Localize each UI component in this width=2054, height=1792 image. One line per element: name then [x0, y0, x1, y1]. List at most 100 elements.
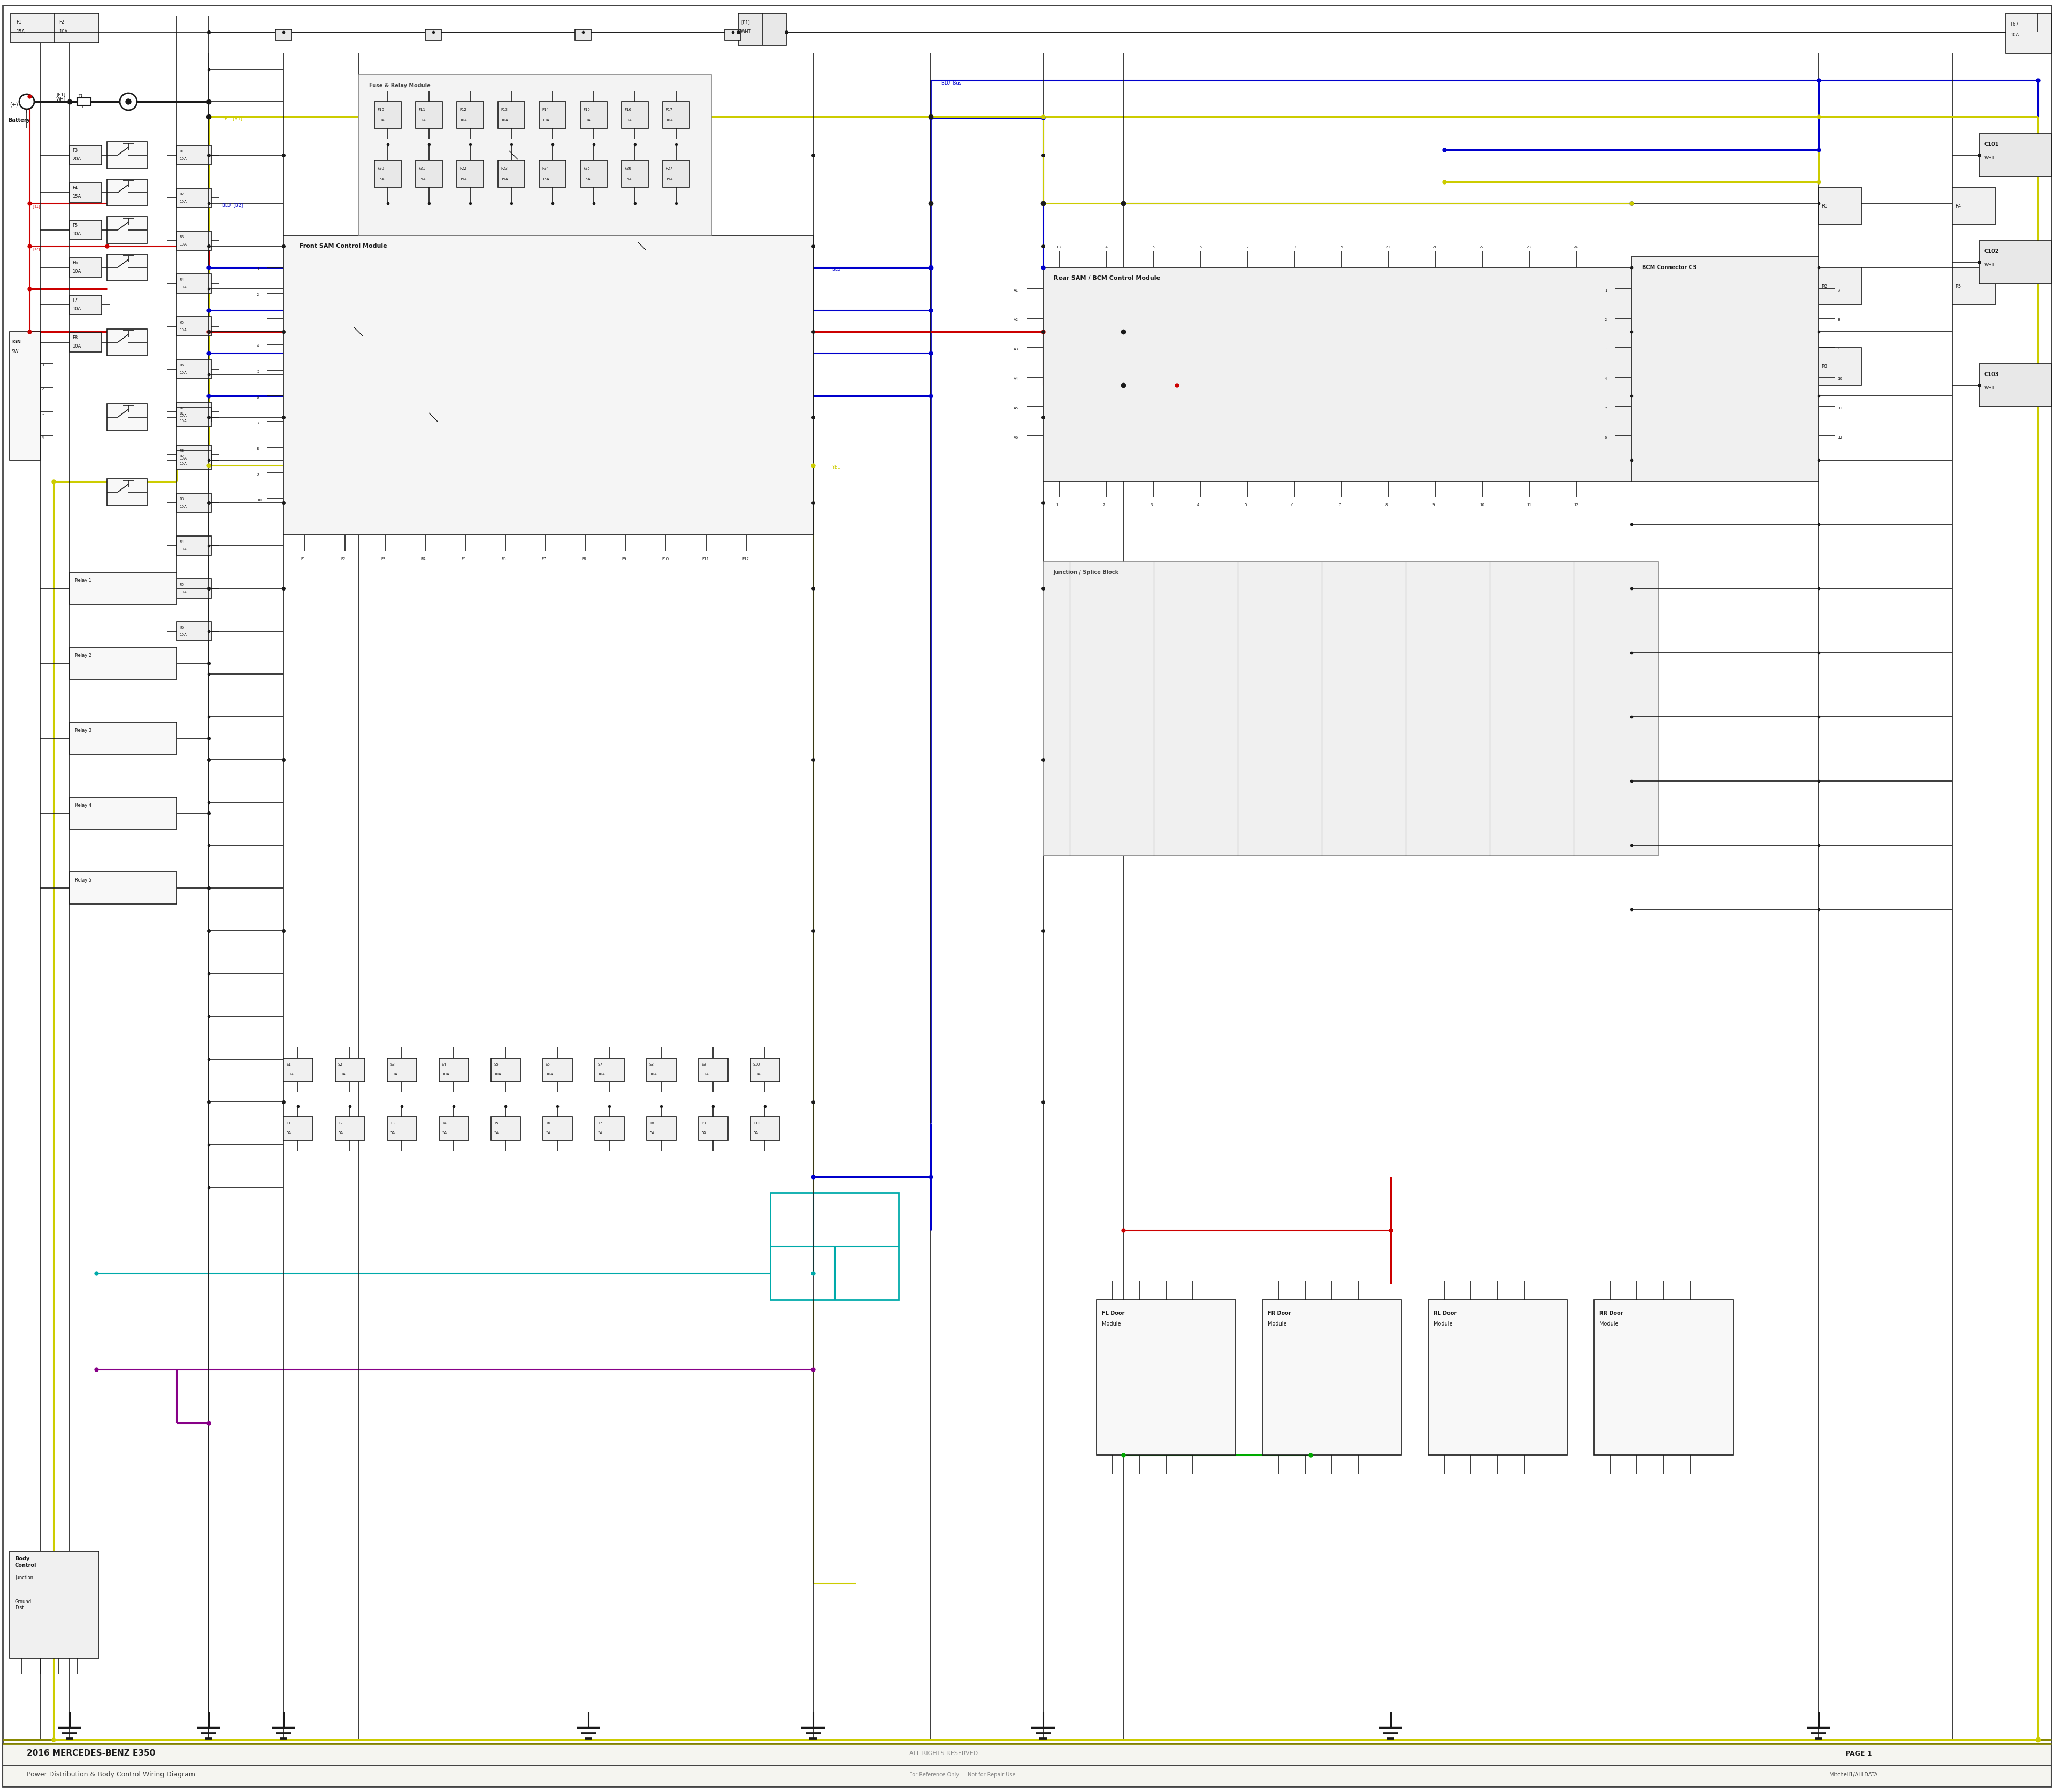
- Bar: [107, 217, 148, 244]
- Text: 10A: 10A: [179, 414, 187, 418]
- Text: R8: R8: [179, 450, 185, 453]
- Text: F11: F11: [419, 108, 425, 111]
- Text: 15A: 15A: [583, 177, 589, 181]
- Text: 10A: 10A: [493, 1073, 501, 1075]
- Text: F3: F3: [72, 149, 78, 154]
- Bar: [177, 401, 212, 421]
- Bar: [1818, 348, 1861, 385]
- Text: 10A: 10A: [179, 158, 187, 161]
- Text: S1: S1: [286, 1063, 292, 1066]
- Text: 2: 2: [257, 294, 259, 296]
- Bar: [374, 102, 401, 129]
- Text: 12: 12: [1573, 504, 1577, 507]
- Bar: [1043, 267, 1631, 482]
- Text: 6: 6: [1292, 504, 1294, 507]
- Bar: [542, 1057, 573, 1082]
- Text: 10A: 10A: [179, 244, 187, 246]
- Text: Module: Module: [1434, 1321, 1452, 1326]
- Text: [F1]: [F1]: [741, 20, 750, 25]
- Bar: [1980, 240, 2052, 283]
- Text: 10A: 10A: [378, 118, 384, 122]
- Bar: [538, 102, 567, 129]
- Text: S7: S7: [598, 1063, 602, 1066]
- Bar: [70, 220, 101, 240]
- Text: 9: 9: [257, 473, 259, 477]
- Text: 5A: 5A: [546, 1131, 550, 1134]
- Bar: [497, 161, 524, 186]
- Text: R1: R1: [1822, 204, 1828, 208]
- Text: S6: S6: [546, 1063, 550, 1066]
- Text: 24: 24: [1573, 246, 1577, 249]
- Text: T2: T2: [339, 1122, 343, 1125]
- Text: 1: 1: [25, 109, 27, 115]
- Bar: [581, 161, 608, 186]
- Text: RR Door: RR Door: [1600, 1310, 1623, 1315]
- Text: F23: F23: [501, 167, 507, 170]
- Text: S10: S10: [754, 1063, 760, 1066]
- Text: 10A: 10A: [460, 118, 466, 122]
- Text: (+): (+): [10, 102, 18, 108]
- Text: 6: 6: [1604, 435, 1606, 439]
- Text: YEL  [B1]: YEL [B1]: [222, 116, 242, 122]
- Text: 16: 16: [1197, 246, 1202, 249]
- Text: 4: 4: [1197, 504, 1200, 507]
- Bar: [70, 797, 177, 830]
- Text: 10A: 10A: [179, 505, 187, 509]
- Bar: [596, 1116, 624, 1140]
- Bar: [107, 254, 148, 281]
- Text: 10A: 10A: [649, 1073, 657, 1075]
- Text: F2: F2: [60, 20, 64, 25]
- Text: F14: F14: [542, 108, 548, 111]
- Text: SW: SW: [12, 349, 18, 355]
- Bar: [177, 274, 212, 294]
- Text: 1: 1: [1604, 289, 1606, 292]
- Text: RL Door: RL Door: [1434, 1310, 1456, 1315]
- Bar: [491, 1116, 520, 1140]
- Bar: [622, 161, 649, 186]
- Bar: [70, 647, 177, 679]
- Text: 10A: 10A: [2011, 32, 2019, 38]
- Text: R1: R1: [179, 151, 185, 152]
- Text: Relay 3: Relay 3: [74, 728, 92, 733]
- Bar: [283, 1057, 312, 1082]
- Bar: [388, 1057, 417, 1082]
- Bar: [2007, 13, 2052, 54]
- Text: F21: F21: [419, 167, 425, 170]
- Bar: [177, 188, 212, 208]
- Text: 10A: 10A: [542, 118, 548, 122]
- Text: 10A: 10A: [390, 1073, 396, 1075]
- Bar: [2, 1744, 2052, 1787]
- Text: R6: R6: [179, 364, 185, 367]
- Text: 10A: 10A: [583, 118, 589, 122]
- Bar: [177, 536, 212, 556]
- Text: 10A: 10A: [665, 118, 674, 122]
- Text: Front SAM Control Module: Front SAM Control Module: [300, 244, 386, 249]
- Text: 2: 2: [1103, 504, 1105, 507]
- Bar: [737, 13, 787, 45]
- Bar: [1953, 267, 1994, 305]
- Text: F24: F24: [542, 167, 548, 170]
- Bar: [491, 1057, 520, 1082]
- Text: 10A: 10A: [442, 1073, 450, 1075]
- Bar: [283, 235, 813, 536]
- Circle shape: [125, 99, 131, 104]
- Text: 10A: 10A: [72, 231, 80, 237]
- Text: IGN: IGN: [12, 340, 21, 344]
- Text: Body
Control: Body Control: [14, 1555, 37, 1568]
- Bar: [1631, 256, 1818, 482]
- Bar: [10, 1552, 99, 1658]
- Text: 10A: 10A: [60, 30, 68, 34]
- Bar: [415, 161, 442, 186]
- Text: R2: R2: [1822, 283, 1828, 289]
- Text: 7: 7: [257, 421, 259, 425]
- Text: R5: R5: [179, 321, 185, 324]
- Text: P1: P1: [300, 557, 306, 561]
- Text: T4: T4: [442, 1122, 446, 1125]
- Text: 15A: 15A: [16, 30, 25, 34]
- Text: 6: 6: [257, 396, 259, 400]
- Bar: [725, 29, 741, 39]
- Text: 5A: 5A: [598, 1131, 602, 1134]
- Text: T1: T1: [78, 95, 82, 97]
- Text: F7: F7: [72, 297, 78, 303]
- Bar: [177, 579, 212, 599]
